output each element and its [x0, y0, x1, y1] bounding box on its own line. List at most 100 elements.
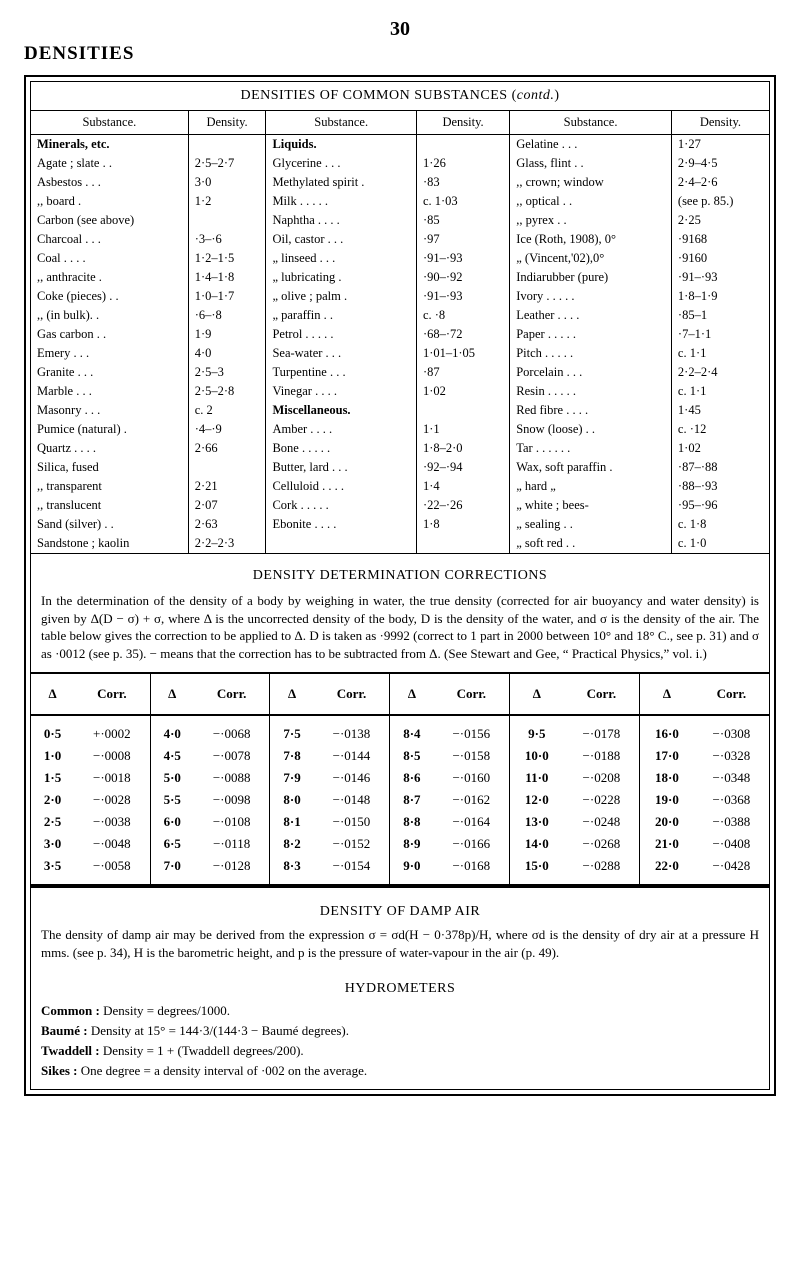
- determination-title: DENSITY DETERMINATION CORRECTIONS: [31, 553, 769, 592]
- corr-h-c6: Corr.: [694, 673, 769, 715]
- substance-cell: ,, (in bulk). .: [31, 306, 188, 325]
- density-cell: ·7–1·1: [671, 325, 769, 344]
- density-cell: c. ·8: [416, 306, 509, 325]
- delta-cell: 9·0: [390, 855, 434, 885]
- substance-cell: Granite . . .: [31, 363, 188, 382]
- table1-title: DENSITIES OF COMMON SUBSTANCES (contd.): [31, 82, 769, 110]
- table-row: ,, (in bulk). .·6–·8 „ paraffin . .c. ·8…: [31, 306, 769, 325]
- table-row: Granite . . .2·5–3Turpentine . . .·87Por…: [31, 363, 769, 382]
- substance-cell: Charcoal . . .: [31, 230, 188, 249]
- density-cell: ·91–·93: [671, 268, 769, 287]
- density-cell: ·9168: [671, 230, 769, 249]
- substance-cell: Oil, castor . . .: [266, 230, 417, 249]
- table-row: Gas carbon . .1·9Petrol . . . . .·68–·72…: [31, 325, 769, 344]
- corr-cell: −·0208: [564, 767, 640, 789]
- delta-cell: 17·0: [640, 745, 694, 767]
- density-cell: ·90–·92: [416, 268, 509, 287]
- density-cell: ·4–·9: [188, 420, 266, 439]
- table-row: Asbestos . . .3·0Methylated spirit .·83 …: [31, 173, 769, 192]
- density-cell: ·3–·6: [188, 230, 266, 249]
- table-row: 2·0−·00285·5−·00988·0−·01488·7−·016212·0…: [31, 789, 769, 811]
- density-cell: 2·63: [188, 515, 266, 534]
- damp-air-paragraph: The density of damp air may be derived f…: [31, 926, 769, 967]
- substance-cell: Celluloid . . . .: [266, 477, 417, 496]
- density-cell: ·6–·8: [188, 306, 266, 325]
- table1-title-pre: DENSITIES OF COMMON SUBSTANCES (: [240, 88, 516, 103]
- table-row: Sandstone ; kaolin2·2–2·3 „ soft red . .…: [31, 534, 769, 553]
- table-row: ,, transparent2·21Celluloid . . . .1·4 „…: [31, 477, 769, 496]
- density-cell: 1·8–1·9: [671, 287, 769, 306]
- table-row: Marble . . .2·5–2·8Vinegar . . . .1·02Re…: [31, 382, 769, 401]
- density-cell: c. 1·1: [671, 344, 769, 363]
- corr-cell: −·0158: [434, 745, 510, 767]
- density-cell: [416, 135, 509, 155]
- hydro-baume-b: Baumé :: [41, 1023, 88, 1038]
- substance-cell: Wax, soft paraffin .: [510, 458, 672, 477]
- hydro-sikes-b: Sikes :: [41, 1063, 77, 1078]
- density-cell: ·85: [416, 211, 509, 230]
- col-subst-3: Substance.: [510, 111, 672, 135]
- substance-cell: Milk . . . . .: [266, 192, 417, 211]
- substance-cell: „ olive ; palm .: [266, 287, 417, 306]
- hydrometers-title: HYDROMETERS: [31, 967, 769, 1001]
- corr-cell: −·0328: [694, 745, 769, 767]
- corr-cell: −·0128: [194, 855, 270, 885]
- substance-cell: „ paraffin . .: [266, 306, 417, 325]
- substance-cell: Tar . . . . . .: [510, 439, 672, 458]
- substance-cell: Gelatine . . .: [510, 135, 672, 155]
- table-row: Pumice (natural) .·4–·9Amber . . . .1·1S…: [31, 420, 769, 439]
- delta-cell: 4·0: [150, 715, 194, 745]
- corr-cell: −·0138: [314, 715, 390, 745]
- table-row: Charcoal . . .·3–·6Oil, castor . . .·97I…: [31, 230, 769, 249]
- density-cell: ·9160: [671, 249, 769, 268]
- delta-cell: 8·1: [270, 811, 314, 833]
- substances-table: Substance. Density. Substance. Density. …: [31, 110, 769, 553]
- substance-cell: [266, 534, 417, 553]
- density-cell: ·68–·72: [416, 325, 509, 344]
- substance-cell: Minerals, etc.: [31, 135, 188, 155]
- delta-cell: 6·0: [150, 811, 194, 833]
- density-cell: 1·8: [416, 515, 509, 534]
- corr-cell: −·0008: [74, 745, 150, 767]
- hydro-twaddell-t: Density = 1 + (Twaddell degrees/200).: [100, 1043, 304, 1058]
- density-cell: 2·5–3: [188, 363, 266, 382]
- substance-cell: Masonry . . .: [31, 401, 188, 420]
- table-row: 1·0−·00084·5−·00787·8−·01448·5−·015810·0…: [31, 745, 769, 767]
- density-cell: 1·01–1·05: [416, 344, 509, 363]
- delta-cell: 8·6: [390, 767, 434, 789]
- density-cell: 2·5–2·8: [188, 382, 266, 401]
- corr-cell: −·0108: [194, 811, 270, 833]
- hydro-baume: Baumé : Density at 15° = 144·3/(144·3 − …: [31, 1021, 769, 1041]
- density-cell: [188, 211, 266, 230]
- density-cell: ·97: [416, 230, 509, 249]
- corr-cell: −·0248: [564, 811, 640, 833]
- table-row: Agate ; slate . .2·5–2·7Glycerine . . .1…: [31, 154, 769, 173]
- density-cell: 1·9: [188, 325, 266, 344]
- table-row: Masonry . . .c. 2Miscellaneous.Red fibre…: [31, 401, 769, 420]
- substance-cell: ,, optical . .: [510, 192, 672, 211]
- table-row: Silica, fusedButter, lard . . .·92–·94Wa…: [31, 458, 769, 477]
- substance-cell: Marble . . .: [31, 382, 188, 401]
- corr-cell: −·0152: [314, 833, 390, 855]
- substance-cell: Emery . . .: [31, 344, 188, 363]
- delta-cell: 2·0: [31, 789, 74, 811]
- corr-cell: −·0156: [434, 715, 510, 745]
- density-cell: ·88–·93: [671, 477, 769, 496]
- substance-cell: ,, anthracite .: [31, 268, 188, 287]
- corr-cell: −·0308: [694, 715, 769, 745]
- substance-cell: Amber . . . .: [266, 420, 417, 439]
- table-row: Coal . . . .1·2–1·5 „ linseed . . .·91–·…: [31, 249, 769, 268]
- corr-cell: −·0348: [694, 767, 769, 789]
- density-cell: ·95–·96: [671, 496, 769, 515]
- substance-cell: Ice (Roth, 1908), 0°: [510, 230, 672, 249]
- delta-cell: 18·0: [640, 767, 694, 789]
- density-cell: 3·0: [188, 173, 266, 192]
- substance-cell: „ white ; bees-: [510, 496, 672, 515]
- delta-cell: 22·0: [640, 855, 694, 885]
- density-cell: 1·1: [416, 420, 509, 439]
- substance-cell: Turpentine . . .: [266, 363, 417, 382]
- substance-cell: Paper . . . . .: [510, 325, 672, 344]
- col-subst-2: Substance.: [266, 111, 417, 135]
- substance-cell: Pumice (natural) .: [31, 420, 188, 439]
- delta-cell: 2·5: [31, 811, 74, 833]
